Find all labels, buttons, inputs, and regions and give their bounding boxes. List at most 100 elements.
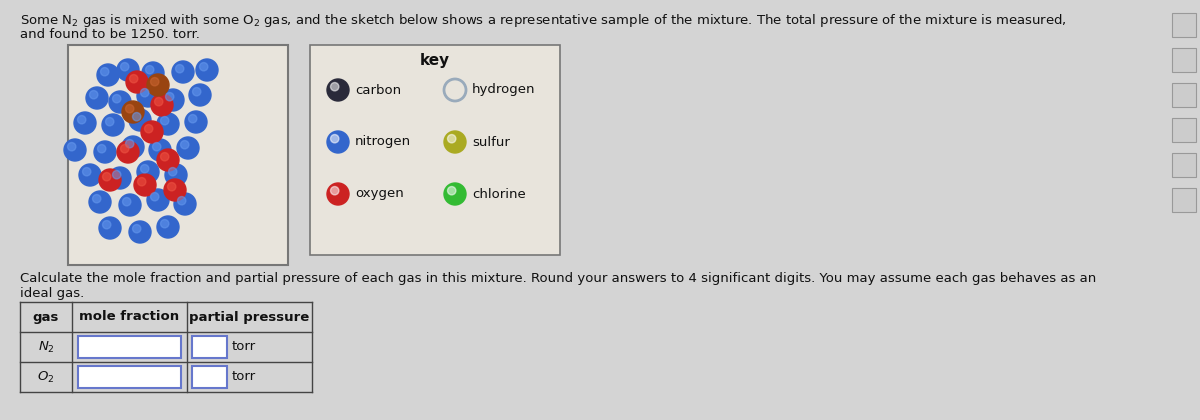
Circle shape bbox=[444, 183, 466, 205]
Circle shape bbox=[140, 165, 149, 173]
Text: hydrogen: hydrogen bbox=[472, 84, 535, 97]
Circle shape bbox=[119, 194, 142, 216]
Circle shape bbox=[145, 66, 154, 74]
Circle shape bbox=[83, 168, 91, 176]
Circle shape bbox=[132, 113, 140, 121]
Circle shape bbox=[149, 139, 172, 161]
Circle shape bbox=[132, 225, 140, 233]
Circle shape bbox=[134, 174, 156, 196]
Circle shape bbox=[138, 178, 146, 186]
Text: ideal gas.: ideal gas. bbox=[20, 287, 84, 300]
Circle shape bbox=[102, 173, 110, 181]
Circle shape bbox=[448, 134, 456, 143]
Circle shape bbox=[196, 59, 218, 81]
Circle shape bbox=[109, 167, 131, 189]
Circle shape bbox=[151, 94, 173, 116]
FancyBboxPatch shape bbox=[1172, 13, 1196, 37]
Circle shape bbox=[102, 220, 110, 229]
Text: $N_2$: $N_2$ bbox=[37, 339, 54, 354]
Circle shape bbox=[126, 71, 148, 93]
Circle shape bbox=[326, 79, 349, 101]
Circle shape bbox=[188, 115, 197, 123]
FancyBboxPatch shape bbox=[192, 366, 227, 388]
Circle shape bbox=[155, 97, 163, 106]
Text: nitrogen: nitrogen bbox=[355, 136, 412, 149]
Text: oxygen: oxygen bbox=[355, 187, 403, 200]
FancyBboxPatch shape bbox=[310, 45, 560, 255]
Text: Some N$_2$ gas is mixed with some O$_2$ gas, and the sketch below shows a repres: Some N$_2$ gas is mixed with some O$_2$ … bbox=[20, 12, 1067, 29]
Circle shape bbox=[162, 89, 184, 111]
Circle shape bbox=[126, 139, 134, 148]
Circle shape bbox=[122, 197, 131, 206]
FancyBboxPatch shape bbox=[68, 45, 288, 265]
Circle shape bbox=[199, 63, 208, 71]
Text: partial pressure: partial pressure bbox=[190, 310, 310, 323]
Circle shape bbox=[157, 149, 179, 171]
Circle shape bbox=[152, 142, 161, 151]
Circle shape bbox=[86, 87, 108, 109]
Circle shape bbox=[148, 189, 169, 211]
Circle shape bbox=[330, 134, 338, 143]
FancyBboxPatch shape bbox=[1172, 83, 1196, 107]
Text: torr: torr bbox=[232, 341, 256, 354]
Circle shape bbox=[78, 116, 86, 124]
Circle shape bbox=[126, 105, 134, 113]
Circle shape bbox=[168, 183, 176, 191]
Circle shape bbox=[148, 74, 169, 96]
Circle shape bbox=[118, 59, 139, 81]
Circle shape bbox=[168, 168, 176, 176]
Text: Calculate the mole fraction and partial pressure of each gas in this mixture. Ro: Calculate the mole fraction and partial … bbox=[20, 272, 1097, 285]
FancyBboxPatch shape bbox=[192, 336, 227, 358]
Text: $O_2$: $O_2$ bbox=[37, 370, 55, 385]
Circle shape bbox=[180, 141, 188, 149]
Circle shape bbox=[113, 94, 121, 103]
Text: and found to be 1250. torr.: and found to be 1250. torr. bbox=[20, 28, 200, 41]
FancyBboxPatch shape bbox=[1172, 188, 1196, 212]
Circle shape bbox=[178, 197, 186, 205]
Circle shape bbox=[444, 131, 466, 153]
Circle shape bbox=[137, 85, 158, 107]
Text: sulfur: sulfur bbox=[472, 136, 510, 149]
FancyBboxPatch shape bbox=[78, 336, 181, 358]
FancyBboxPatch shape bbox=[1172, 118, 1196, 142]
Circle shape bbox=[118, 141, 139, 163]
Circle shape bbox=[67, 142, 76, 151]
Circle shape bbox=[74, 112, 96, 134]
Text: torr: torr bbox=[232, 370, 256, 383]
Circle shape bbox=[448, 186, 456, 195]
Circle shape bbox=[89, 191, 112, 213]
Circle shape bbox=[161, 220, 169, 228]
Circle shape bbox=[106, 118, 114, 126]
Circle shape bbox=[192, 87, 200, 96]
Text: key: key bbox=[420, 53, 450, 68]
Circle shape bbox=[130, 221, 151, 243]
Circle shape bbox=[122, 136, 144, 158]
Text: chlorine: chlorine bbox=[472, 187, 526, 200]
Circle shape bbox=[120, 63, 128, 71]
Circle shape bbox=[98, 217, 121, 239]
Circle shape bbox=[166, 92, 174, 101]
Circle shape bbox=[178, 137, 199, 159]
Circle shape bbox=[97, 144, 106, 153]
Circle shape bbox=[137, 161, 158, 183]
Circle shape bbox=[326, 131, 349, 153]
Circle shape bbox=[120, 144, 128, 153]
Circle shape bbox=[64, 139, 86, 161]
Circle shape bbox=[122, 101, 144, 123]
Circle shape bbox=[113, 171, 121, 179]
Circle shape bbox=[90, 91, 98, 99]
Circle shape bbox=[92, 194, 101, 203]
Circle shape bbox=[174, 193, 196, 215]
Circle shape bbox=[79, 164, 101, 186]
Circle shape bbox=[157, 113, 179, 135]
Circle shape bbox=[150, 192, 158, 201]
FancyBboxPatch shape bbox=[1172, 48, 1196, 72]
Circle shape bbox=[144, 124, 152, 133]
Circle shape bbox=[130, 74, 138, 83]
Circle shape bbox=[161, 152, 169, 161]
Circle shape bbox=[142, 62, 164, 84]
Circle shape bbox=[185, 111, 208, 133]
Circle shape bbox=[175, 65, 184, 73]
Circle shape bbox=[326, 183, 349, 205]
Circle shape bbox=[98, 169, 121, 191]
